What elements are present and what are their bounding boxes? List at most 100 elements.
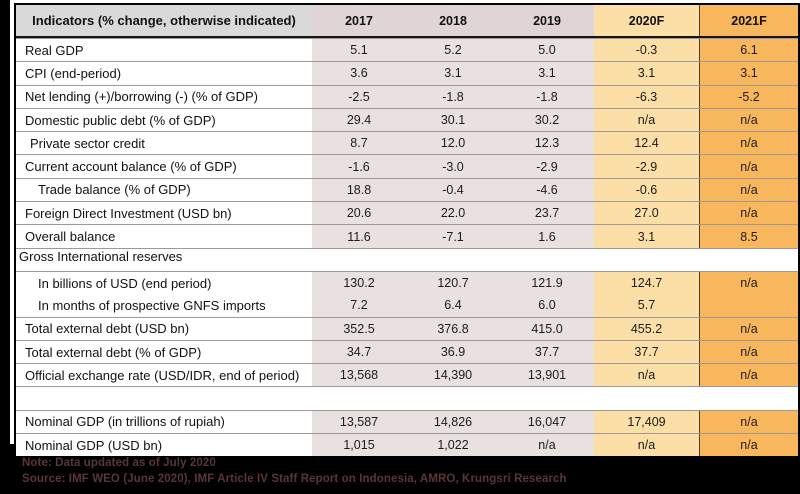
value-cell	[699, 294, 798, 317]
value-cell: 14,390	[406, 364, 500, 387]
value-cell: 455.2	[594, 317, 699, 340]
row-label: Domestic public debt (% of GDP)	[25, 112, 216, 128]
value-cell: 124.7	[594, 271, 699, 295]
value-cell: 37.7	[500, 340, 594, 364]
footnote-note: Note: Data updated as of July 2020	[22, 457, 216, 469]
value-cell: 11.6	[312, 225, 406, 248]
value-cell: -0.4	[406, 178, 500, 202]
value-cell: 12.0	[406, 132, 500, 155]
value-cell: 121.9	[500, 271, 594, 295]
value-cell: -5.2	[699, 85, 798, 108]
table-row: Real GDP 5.1 5.2 5.0 -0.3 6.1	[16, 38, 798, 62]
table-row: Official exchange rate (USD/IDR, end of …	[16, 363, 798, 387]
column-header-indicators: Indicators (% change, otherwise indicate…	[16, 5, 312, 36]
value-cell: -6.3	[594, 85, 699, 108]
value-cell: 120.7	[406, 271, 500, 295]
value-cell: n/a	[594, 364, 699, 387]
row-label: Nominal GDP (in trillions of rupiah)	[25, 414, 225, 430]
value-cell: n/a	[699, 108, 798, 132]
value-cell: -2.5	[312, 85, 406, 108]
value-cell: 5.7	[594, 294, 699, 317]
value-cell: 30.1	[406, 108, 500, 132]
value-cell: 376.8	[406, 317, 500, 340]
row-label: Nominal GDP (USD bn)	[25, 437, 163, 453]
table-row: Trade balance (% of GDP) 18.8 -0.4 -4.6 -0.6…	[16, 177, 798, 202]
table-row: In months of prospective GNFS imports 7.2…	[16, 294, 798, 317]
value-cell: 8.7	[312, 132, 406, 155]
table-row: Overall balance 11.6 -7.1 1.6 3.1 8.5	[16, 224, 798, 248]
value-cell: 13,587	[312, 410, 406, 434]
value-cell: 29.4	[312, 108, 406, 132]
value-cell: 23.7	[500, 202, 594, 225]
value-cell: -1.8	[406, 85, 500, 108]
value-cell: 13,568	[312, 364, 406, 387]
value-cell: 14,826	[406, 410, 500, 434]
value-cell: -1.6	[312, 155, 406, 178]
value-cell: 27.0	[594, 202, 699, 225]
value-cell: 7.2	[312, 294, 406, 317]
value-cell: 36.9	[406, 340, 500, 364]
value-cell: n/a	[500, 434, 594, 457]
value-cell: 1,022	[406, 434, 500, 457]
value-cell: -7.1	[406, 225, 500, 248]
value-cell: 6.4	[406, 294, 500, 317]
value-cell: 415.0	[500, 317, 594, 340]
table-row: CPI (end-period) 3.6 3.1 3.1 3.1 3.1	[16, 61, 798, 85]
value-cell: 3.1	[406, 62, 500, 85]
row-label: Foreign Direct Investment (USD bn)	[25, 205, 232, 221]
value-cell: n/a	[699, 132, 798, 155]
value-cell: 1,015	[312, 434, 406, 457]
value-cell: 3.1	[594, 225, 699, 248]
value-cell: n/a	[594, 108, 699, 132]
value-cell: 12.4	[594, 132, 699, 155]
column-header-2021f: 2021F	[699, 5, 798, 36]
value-cell: 352.5	[312, 317, 406, 340]
value-cell: 34.7	[312, 340, 406, 364]
column-header-2019: 2019	[500, 5, 594, 36]
value-cell: -4.6	[500, 178, 594, 202]
footnote: Note: Data updated as of July 2020 Sourc…	[22, 455, 567, 487]
value-cell: 6.0	[500, 294, 594, 317]
value-cell: 5.2	[406, 39, 500, 62]
value-cell: -1.8	[500, 85, 594, 108]
table-header-row: Indicators (% change, otherwise indicate…	[16, 5, 798, 38]
column-header-2020f: 2020F	[594, 5, 699, 36]
value-cell: 1.6	[500, 225, 594, 248]
table-row: Foreign Direct Investment (USD bn) 20.6 22…	[16, 201, 798, 225]
value-cell: 12.3	[500, 132, 594, 155]
section-header-row: Gross International reserves	[16, 247, 798, 271]
table-row: Total external debt (USD bn) 352.5 376.8 41…	[16, 316, 798, 340]
row-label: Current account balance (% of GDP)	[25, 159, 237, 175]
table-row: Current account balance (% of GDP) -1.6 -3…	[16, 154, 798, 178]
indicators-table: Indicators (% change, otherwise indicate…	[14, 3, 800, 459]
footnote-source: Source: IMF WEO (June 2020), IMF Article…	[22, 473, 567, 485]
value-cell: 6.1	[699, 39, 798, 62]
value-cell: 130.2	[312, 271, 406, 295]
row-label: In months of prospective GNFS imports	[38, 297, 266, 313]
row-label: Total external debt (% of GDP)	[25, 344, 202, 360]
value-cell: 13,901	[500, 364, 594, 387]
table-row: Nominal GDP (USD bn) 1,015 1,022 n/a n/a n/a	[16, 433, 798, 457]
value-cell: n/a	[594, 434, 699, 457]
table-row: In billions of USD (end period) 130.2 120.…	[16, 270, 798, 295]
value-cell: 3.6	[312, 62, 406, 85]
row-label: Official exchange rate (USD/IDR, end of …	[25, 367, 300, 383]
value-cell: 37.7	[594, 340, 699, 364]
value-cell: 5.1	[312, 39, 406, 62]
row-label: Overall balance	[25, 229, 116, 245]
value-cell: n/a	[699, 410, 798, 434]
value-cell: 22.0	[406, 202, 500, 225]
value-cell: 16,047	[500, 410, 594, 434]
table-panel: Indicators (% change, otherwise indicate…	[10, 0, 800, 459]
value-cell: n/a	[699, 155, 798, 178]
value-cell: n/a	[699, 202, 798, 225]
table-row: Private sector credit 8.7 12.0 12.3 12.4 n/a	[16, 131, 798, 155]
table-row: Net lending (+)/borrowing (-) (% of GDP)…	[16, 84, 798, 108]
value-cell: n/a	[699, 317, 798, 340]
table-row: Nominal GDP (in trillions of rupiah) 13,5…	[16, 409, 798, 434]
column-header-2017: 2017	[312, 5, 406, 36]
column-header-2018: 2018	[406, 5, 500, 36]
value-cell: -2.9	[500, 155, 594, 178]
value-cell: 18.8	[312, 178, 406, 202]
row-label: Total external debt (USD bn)	[25, 321, 190, 337]
